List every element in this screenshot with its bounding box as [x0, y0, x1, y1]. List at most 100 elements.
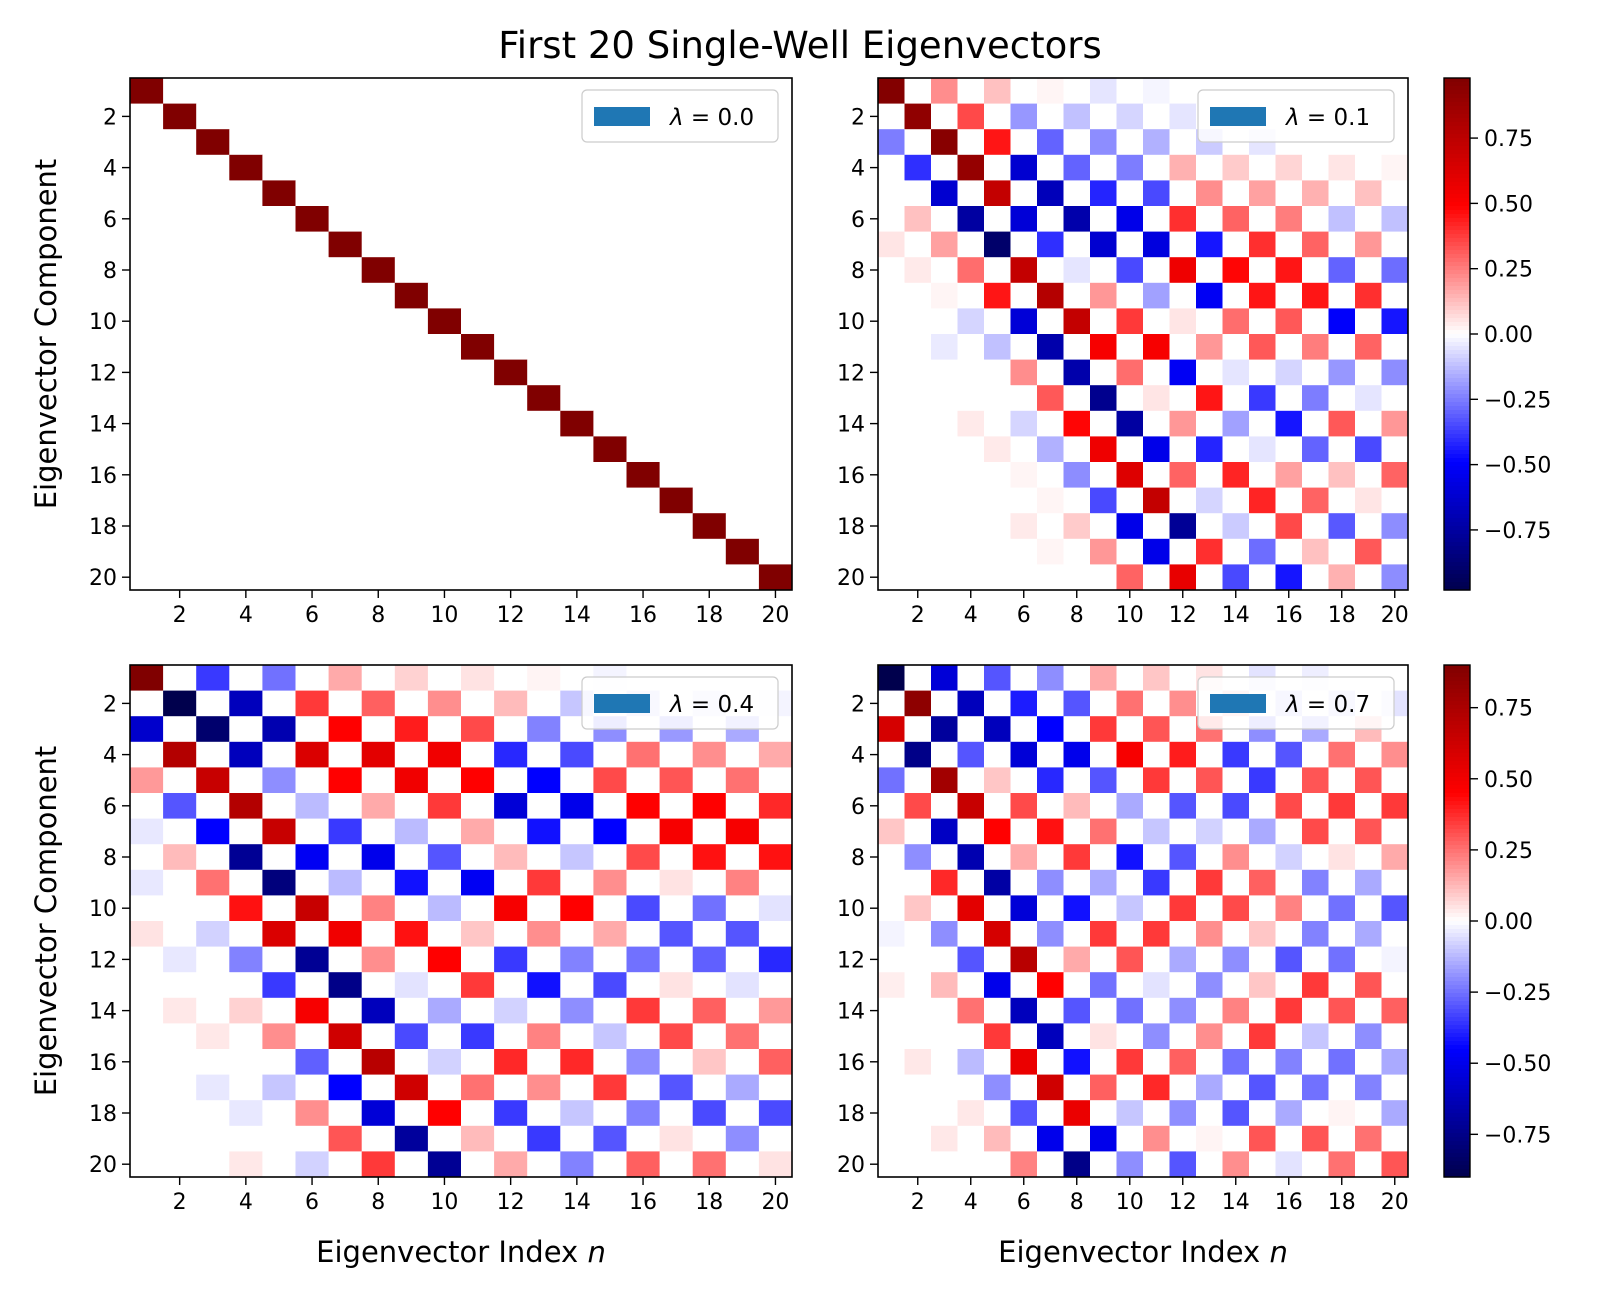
y-tick-label: 14	[89, 413, 117, 438]
colorbar-segment	[1444, 833, 1470, 838]
heatmap-cell	[725, 513, 760, 540]
heatmap-cell	[1249, 1023, 1276, 1050]
heatmap-cell	[1275, 487, 1303, 514]
heatmap-cell	[1275, 793, 1303, 819]
legend-box	[581, 676, 779, 730]
heatmap-cell	[904, 78, 932, 104]
heatmap-cell	[295, 206, 329, 232]
heatmap-cell	[361, 231, 396, 258]
heatmap-cell	[1275, 1074, 1303, 1101]
y-tick-label: 10	[837, 310, 865, 335]
heatmap-cell	[1275, 1151, 1303, 1178]
heatmap-cell	[361, 564, 396, 591]
heatmap-cell	[1222, 818, 1250, 845]
heatmap-cell	[361, 716, 396, 743]
heatmap-cell	[957, 1049, 985, 1075]
heatmap-cell	[957, 1100, 985, 1127]
panels: 2 4 6 8 10 12 14 16 18 202468101214161820Eigenvec…	[29, 77, 1551, 1269]
heatmap-cell	[1196, 513, 1223, 540]
colorbar-segment	[1444, 977, 1470, 982]
x-tick-label: 4	[964, 1190, 978, 1215]
heatmap-cell	[527, 1100, 561, 1127]
heatmap-cell	[1063, 436, 1091, 463]
heatmap-cell	[1196, 564, 1223, 591]
heatmap-cell	[1328, 869, 1356, 896]
heatmap-cell	[878, 895, 905, 922]
heatmap-cell	[229, 308, 263, 335]
heatmap-cell	[427, 1023, 462, 1050]
y-tick-label: 2	[851, 692, 865, 717]
heatmap-cell	[1355, 538, 1382, 565]
heatmap-cell	[626, 513, 660, 540]
y-tick-label: 20	[89, 1153, 117, 1178]
heatmap-cell	[262, 741, 296, 768]
heatmap-cell	[593, 1049, 627, 1075]
colorbar-segment	[1444, 562, 1470, 567]
heatmap-cell	[196, 206, 230, 232]
heatmap-cell	[427, 946, 462, 973]
heatmap-cell	[1355, 564, 1382, 591]
colorbar-segment	[1444, 877, 1470, 882]
colorbar-segment	[1444, 242, 1470, 247]
colorbar-segment	[1444, 510, 1470, 515]
colorbar-segment	[1444, 793, 1470, 798]
heatmap-cell	[527, 78, 561, 104]
heatmap-cell	[878, 78, 905, 104]
heatmap-cell	[1090, 180, 1117, 207]
heatmap-cell	[725, 1151, 760, 1178]
heatmap-cell	[957, 793, 985, 819]
heatmap-cell	[878, 1049, 905, 1075]
heatmap-cell	[1249, 1074, 1276, 1101]
colorbar-segment	[1444, 669, 1470, 674]
heatmap-cell	[904, 869, 932, 896]
heatmap-cell	[1063, 844, 1091, 871]
heatmap-cell	[593, 180, 627, 207]
y-tick-label: 12	[89, 948, 117, 973]
heatmap-cell	[931, 869, 958, 896]
heatmap-cell	[904, 154, 932, 181]
heatmap-cell	[394, 282, 429, 309]
heatmap-cell	[328, 103, 363, 130]
colorbar: 0.750.500.250.00−0.25−0.50−0.75	[1443, 664, 1551, 1178]
x-tick-label: 20	[1381, 1190, 1409, 1215]
heatmap-cell	[1090, 793, 1117, 819]
heatmap-cell	[560, 436, 594, 463]
heatmap-cell	[494, 410, 528, 437]
heatmap-cell	[527, 921, 561, 947]
y-tick-label: 18	[89, 515, 117, 540]
heatmap-cell	[461, 1074, 495, 1101]
heatmap-cell	[527, 308, 561, 335]
heatmap-cell	[957, 767, 985, 794]
colorbar-segment	[1444, 1017, 1470, 1022]
heatmap-cell	[593, 359, 627, 386]
x-tick-label: 18	[695, 1190, 723, 1215]
heatmap-cell	[1090, 1151, 1117, 1178]
x-tick-label: 6	[305, 603, 319, 628]
colorbar-segment	[1444, 158, 1470, 163]
heatmap-cell	[163, 767, 197, 794]
heatmap-cell	[878, 1151, 905, 1178]
heatmap-cell	[196, 895, 230, 922]
colorbar-segment	[1444, 665, 1470, 670]
heatmap-cell	[527, 665, 561, 691]
heatmap-cell	[229, 1049, 263, 1075]
colorbar-segment	[1444, 1165, 1470, 1170]
heatmap-cell	[904, 180, 932, 207]
heatmap-cell	[196, 513, 230, 540]
heatmap-cell	[1090, 487, 1117, 514]
heatmap-cell	[427, 257, 462, 284]
colorbar-segment	[1444, 546, 1470, 551]
heatmap-cell	[527, 359, 561, 386]
colorbar-segment	[1444, 897, 1470, 902]
heatmap-cell	[361, 1074, 396, 1101]
x-tick-label: 8	[1070, 1190, 1084, 1215]
y-tick-label: 6	[103, 795, 117, 820]
heatmap-cell	[1116, 410, 1144, 437]
heatmap-cell	[494, 818, 528, 845]
heatmap-cell	[1090, 538, 1117, 565]
heatmap-cell	[1010, 716, 1038, 743]
heatmap-cell	[626, 1023, 660, 1050]
heatmap-cell	[1169, 921, 1197, 947]
heatmap-cell	[1090, 767, 1117, 794]
colorbar-segment	[1444, 1045, 1470, 1050]
